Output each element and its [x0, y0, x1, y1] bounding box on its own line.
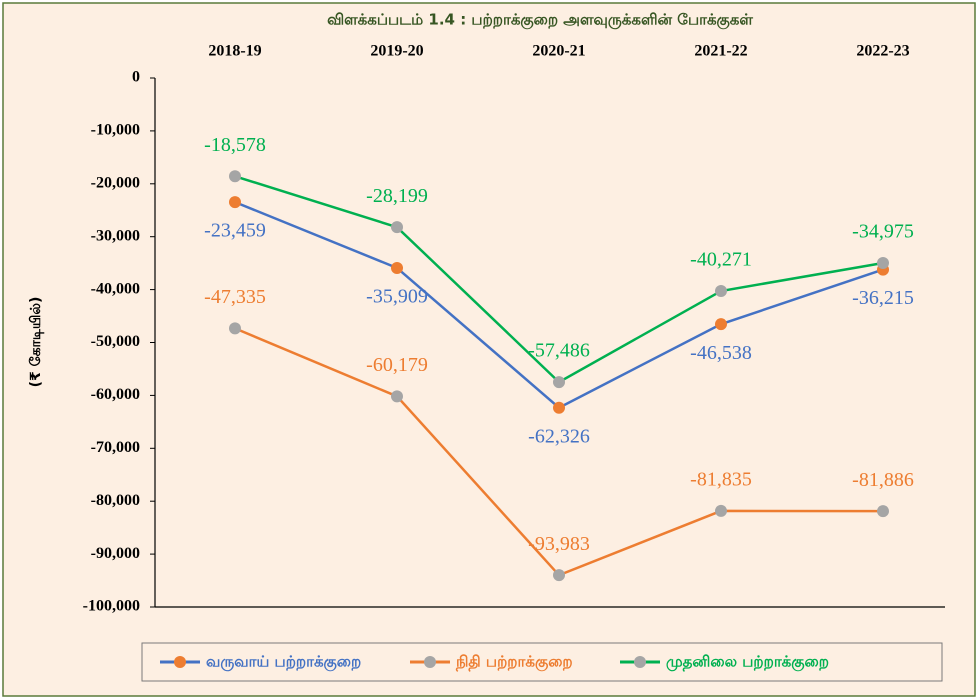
y-tick-label: 0: [132, 69, 140, 86]
data-label: -57,486: [528, 340, 590, 362]
y-tick-label: -90,000: [91, 545, 140, 562]
x-tick-label: 2019-20: [370, 43, 423, 60]
data-point: [553, 376, 565, 389]
data-label: -47,335: [204, 286, 266, 308]
legend-marker: [634, 656, 646, 668]
data-point: [229, 196, 241, 209]
data-label: -36,215: [852, 287, 914, 309]
data-point: [391, 221, 403, 234]
y-tick-label: -70,000: [91, 439, 140, 456]
data-label: -93,983: [528, 533, 590, 555]
x-tick-label: 2021-22: [694, 43, 747, 60]
data-label: -62,326: [528, 425, 590, 447]
y-tick-label: -20,000: [91, 174, 140, 191]
data-label: -81,835: [690, 469, 752, 491]
data-label: -46,538: [690, 342, 752, 364]
chart-title: விளக்கப்படம் 1.4 : பற்றாக்குறை அளவுருக்க…: [327, 11, 753, 30]
legend-box: [141, 642, 943, 682]
y-axis-label: (₹ கோடியில்): [28, 297, 44, 388]
data-label: -60,179: [366, 354, 428, 376]
data-label: -28,199: [366, 185, 428, 207]
y-tick-label: -10,000: [91, 122, 140, 139]
y-tick-label: -60,000: [91, 386, 140, 403]
data-point: [715, 504, 727, 517]
data-label: -34,975: [852, 221, 914, 243]
legend-label: நிதி பற்றாக்குறை: [455, 653, 573, 672]
data-point: [877, 505, 889, 518]
data-point: [715, 285, 727, 298]
data-label: -18,578: [204, 134, 266, 156]
x-tick-label: 2022-23: [856, 43, 909, 60]
x-tick-label: 2020-21: [532, 43, 585, 60]
y-tick-label: -50,000: [91, 333, 140, 350]
y-tick-label: -100,000: [83, 598, 140, 615]
data-point: [553, 569, 565, 582]
legend-marker: [174, 656, 186, 668]
data-label: -35,909: [366, 286, 428, 308]
x-tick-label: 2018-19: [208, 43, 261, 60]
legend-label: வருவாய் பற்றாக்குறை: [206, 653, 361, 672]
y-tick-label: -80,000: [91, 492, 140, 509]
data-point: [229, 322, 241, 335]
data-label: -23,459: [204, 220, 266, 242]
data-point: [391, 261, 403, 274]
data-point: [553, 401, 565, 414]
data-label: -81,886: [852, 469, 914, 491]
legend-marker: [424, 656, 436, 668]
y-tick-label: -30,000: [91, 227, 140, 244]
data-label: -40,271: [690, 249, 752, 271]
y-tick-label: -40,000: [91, 280, 140, 297]
legend-label: முதனிலை பற்றாக்குறை: [666, 653, 829, 672]
data-point: [229, 170, 241, 183]
data-point: [391, 390, 403, 403]
data-point: [715, 318, 727, 331]
data-point: [877, 257, 889, 270]
